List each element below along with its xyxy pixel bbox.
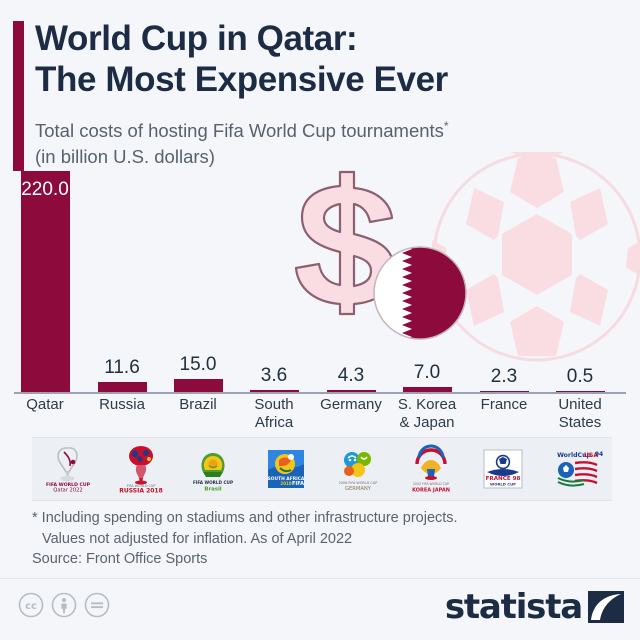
bar-value-label: 11.6 xyxy=(104,357,140,379)
bar: 220.0 xyxy=(20,171,70,394)
bar-value-label: 2.3 xyxy=(490,366,518,387)
category-label: Qatar xyxy=(14,396,76,414)
bar-value-label: 4.3 xyxy=(337,364,365,386)
bar xyxy=(326,389,376,394)
category-label-line-1: S. Korea xyxy=(397,396,457,413)
bar xyxy=(402,386,452,394)
cc-nd-no-derivatives-icon[interactable] xyxy=(84,592,110,618)
svg-text:WorldCup: WorldCup xyxy=(557,452,591,459)
logo-qatar-2022: FIFA WORLD CUP Qatar 2022 xyxy=(32,441,105,497)
cc-by-attribution-icon[interactable] xyxy=(51,592,77,618)
category-label: Brazil xyxy=(167,396,229,414)
logo-korea-japan-2002: 2002 FIFA WORLD CUP KOREA JAPAN xyxy=(395,441,468,497)
page-subtitle-line-2: (in billion U.S. dollars) xyxy=(35,145,215,167)
bar-value-label: 7.0 xyxy=(413,361,441,383)
svg-text:FIFA: FIFA xyxy=(292,481,304,487)
svg-text:Brasil: Brasil xyxy=(205,487,222,493)
logo-germany-2006: 2006 FIFA WORLD CUP GERMANY xyxy=(322,441,395,497)
svg-text:USA: USA xyxy=(584,452,598,459)
category-label-line-1: Russia xyxy=(99,396,145,413)
logo-brasil-2014: FIFA WORLD CUP Brasil xyxy=(177,441,250,497)
category-label: South Africa xyxy=(243,396,305,432)
footer-divider xyxy=(0,578,640,579)
logo-russia-2018: FIFA WORLD CUP RUSSIA 2018 xyxy=(105,441,178,497)
statista-mark-icon xyxy=(588,591,624,623)
page-subtitle: Total costs of hosting Fifa World Cup to… xyxy=(35,118,625,169)
logo-south-africa-2010: SOUTH AFRICA 2010 FIFA xyxy=(250,441,323,497)
svg-text:RUSSIA 2018: RUSSIA 2018 xyxy=(119,488,163,495)
svg-text:2006 FIFA WORLD CUP: 2006 FIFA WORLD CUP xyxy=(339,481,378,485)
page-subtitle-text: Total costs of hosting Fifa World Cup to… xyxy=(35,120,444,141)
category-label-line-2: Africa xyxy=(254,414,294,431)
svg-text:2010: 2010 xyxy=(280,481,291,486)
category-label-line-1: Brazil xyxy=(179,396,217,413)
page-title: World Cup in Qatar: The Most Expensive E… xyxy=(35,19,625,101)
statista-logo[interactable]: statista xyxy=(445,590,624,624)
category-label: Russia xyxy=(91,396,153,414)
category-label-line-1: Germany xyxy=(320,396,382,413)
bar-value-label: 0.5 xyxy=(566,366,594,387)
bar-value-label: 220.0 xyxy=(21,179,69,200)
svg-text:FIFA WORLD CUP: FIFA WORLD CUP xyxy=(46,482,91,488)
category-label-line-2: States xyxy=(558,414,602,431)
category-label-line-1: South xyxy=(254,396,294,413)
category-label: S. Korea & Japan xyxy=(396,396,458,432)
statista-wordmark: statista xyxy=(444,587,583,627)
svg-text:94: 94 xyxy=(595,451,603,458)
page-subtitle-line-1: Total costs of hosting Fifa World Cup to… xyxy=(35,118,625,144)
category-label-line-2: & Japan xyxy=(399,414,455,431)
bar-column: 15.0 xyxy=(167,354,229,394)
page-title-line-2: The Most Expensive Ever xyxy=(35,59,448,99)
bar-value-label: 3.6 xyxy=(260,365,288,387)
footnote-marker: * xyxy=(443,118,449,133)
bar-column: 4.3 xyxy=(320,365,382,394)
category-label: United States xyxy=(549,396,611,432)
svg-text:2002 FIFA WORLD CUP: 2002 FIFA WORLD CUP xyxy=(413,482,449,486)
tournament-logos-strip: FIFA WORLD CUP Qatar 2022 FIFA WORLD CUP… xyxy=(32,437,612,501)
chart-category-labels: Qatar Russia Brazil South Africa Germany S. Ko… xyxy=(0,396,640,436)
footnote-text: * Including spending on stadiums and oth… xyxy=(32,508,622,549)
cc-icon[interactable]: cc xyxy=(18,592,44,618)
svg-text:KOREA JAPAN: KOREA JAPAN xyxy=(412,488,450,494)
footnote-line-1: * Including spending on stadiums and oth… xyxy=(32,510,458,526)
chart-baseline-axis xyxy=(14,392,626,394)
svg-text:FIFA WORLD CUP: FIFA WORLD CUP xyxy=(126,484,155,488)
logo-usa-94: WorldCup USA 94 xyxy=(540,441,613,497)
category-label-line-1: Qatar xyxy=(26,396,64,413)
category-label-line-1: United xyxy=(558,396,602,413)
bar-chart: 220.0 11.6 15.0 3.6 4.3 7.0 2.3 0.5 xyxy=(0,168,640,394)
svg-text:cc: cc xyxy=(25,601,37,612)
creative-commons-icons[interactable]: cc xyxy=(18,592,110,618)
svg-text:WORLD CUP: WORLD CUP xyxy=(490,482,516,487)
footnote-line-2: Values not adjusted for inflation. As of… xyxy=(42,530,353,547)
title-accent-bar xyxy=(13,21,24,171)
page-title-line-1: World Cup in Qatar: xyxy=(35,19,358,58)
svg-text:Qatar 2022: Qatar 2022 xyxy=(54,488,83,494)
category-label-line-1: France xyxy=(480,396,528,413)
bar-column: 220.0 xyxy=(14,171,76,394)
bar-value-label: 15.0 xyxy=(179,353,217,375)
logo-france-98: FRANCE 98 WORLD CUP xyxy=(467,441,540,497)
category-label: Germany xyxy=(320,396,382,414)
bar xyxy=(173,378,223,394)
bar-column: 3.6 xyxy=(243,365,305,394)
bar-column: 2.3 xyxy=(473,366,535,394)
svg-text:FIFA WORLD CUP: FIFA WORLD CUP xyxy=(193,480,233,485)
source-text: Source: Front Office Sports xyxy=(32,551,208,567)
bar-column: 0.5 xyxy=(549,366,611,394)
bar-column: 7.0 xyxy=(396,362,458,394)
svg-text:SOUTH AFRICA: SOUTH AFRICA xyxy=(267,476,304,482)
bar-column: 11.6 xyxy=(91,357,153,394)
bar xyxy=(97,382,147,394)
svg-text:GERMANY: GERMANY xyxy=(345,486,372,492)
svg-text:FRANCE 98: FRANCE 98 xyxy=(486,476,521,482)
category-label: France xyxy=(473,396,535,414)
